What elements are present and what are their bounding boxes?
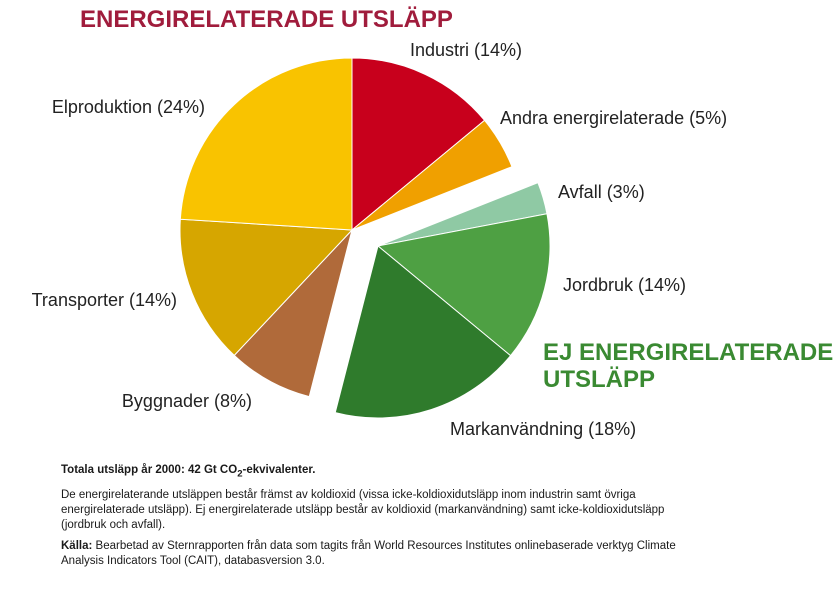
group-title-energy: ENERGIRELATERADE UTSLÄPP — [80, 6, 453, 33]
slice-label: Transporter (14%) — [32, 290, 177, 310]
group-title-non-energy: EJ ENERGIRELATERADE UTSLÄPP — [543, 339, 834, 393]
source-label: Källa: — [61, 540, 93, 553]
description-note: De energirelaterande utsläppen består fr… — [61, 489, 665, 532]
slice-label: Elproduktion (24%) — [52, 97, 205, 117]
slice-label: Andra energirelaterade (5%) — [500, 108, 727, 128]
slice-label: Jordbruk (14%) — [563, 275, 686, 295]
source-note: Källa: Bearbetad av Sternrapporten från … — [61, 539, 701, 569]
pie-slice — [334, 245, 512, 419]
slice-label: Byggnader (8%) — [122, 391, 252, 411]
slice-label: Industri (14%) — [410, 40, 522, 60]
total-suffix: -ekvivalenter. — [242, 464, 316, 476]
pie-slice — [351, 119, 513, 231]
total-emissions-note: Totala utsläpp år 2000: 42 Gt CO2-ekviva… — [61, 463, 701, 481]
pie-slice — [376, 213, 551, 357]
pie-slice — [351, 57, 486, 232]
chart-notes: Totala utsläpp år 2000: 42 Gt CO2-ekviva… — [61, 463, 701, 575]
slice-label: Avfall (3%) — [558, 182, 645, 202]
total-subscript: 2 — [237, 468, 243, 480]
pie-slice — [179, 218, 354, 357]
pie-labels: Industri (14%) Andra energirelaterade (5%… — [32, 40, 728, 439]
slice-label: Markanvändning (18%) — [450, 419, 636, 439]
pie-slices — [179, 57, 551, 419]
source-text: Bearbetad av Sternrapporten från data so… — [61, 540, 676, 568]
pie-slice — [179, 57, 353, 231]
total-text: Totala utsläpp år 2000: 42 Gt CO — [61, 464, 238, 476]
pie-chart: Industri (14%) Andra energirelaterade (5%… — [32, 40, 728, 439]
